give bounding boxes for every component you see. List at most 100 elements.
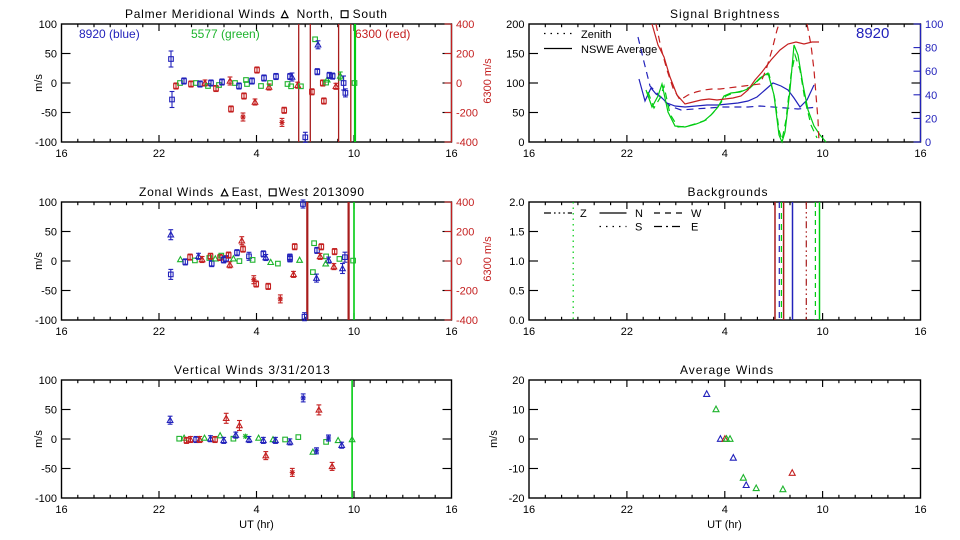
svg-text:-400: -400	[456, 315, 478, 327]
svg-text:UT (hr): UT (hr)	[239, 519, 274, 531]
svg-text:22: 22	[153, 504, 165, 516]
svg-text:NSWE Average: NSWE Average	[581, 44, 657, 56]
svg-text:200: 200	[456, 227, 474, 239]
svg-text:40: 40	[925, 90, 937, 102]
svg-text:6300 m/s: 6300 m/s	[482, 58, 494, 104]
svg-text:10: 10	[348, 504, 360, 516]
svg-text:200: 200	[506, 19, 524, 31]
svg-text:6300 (red): 6300 (red)	[355, 27, 410, 41]
svg-text:0: 0	[51, 256, 57, 268]
svg-text:22: 22	[621, 504, 633, 516]
svg-text:100: 100	[506, 78, 524, 90]
svg-text:Vertical Winds 3/31/2013: Vertical Winds 3/31/2013	[174, 363, 331, 377]
svg-text:-50: -50	[41, 108, 57, 120]
svg-text:4: 4	[722, 326, 728, 338]
svg-text:4: 4	[253, 504, 259, 516]
svg-text:60: 60	[925, 66, 937, 78]
svg-text:1.5: 1.5	[509, 227, 524, 239]
svg-text:22: 22	[153, 148, 165, 160]
svg-text:50: 50	[45, 49, 57, 61]
svg-text:-10: -10	[509, 464, 525, 476]
svg-text:22: 22	[621, 148, 633, 160]
svg-text:E: E	[691, 222, 698, 234]
svg-text:1.0: 1.0	[509, 256, 524, 268]
svg-text:m/s: m/s	[33, 74, 45, 92]
svg-text:10: 10	[512, 405, 524, 417]
svg-text:0: 0	[51, 434, 57, 446]
svg-text:6300 m/s: 6300 m/s	[482, 236, 494, 282]
svg-text:-200: -200	[456, 286, 478, 298]
svg-text:-200: -200	[456, 108, 478, 120]
svg-text:16: 16	[914, 148, 926, 160]
svg-text:10: 10	[348, 148, 360, 160]
svg-text:10: 10	[816, 504, 828, 516]
svg-text:Signal Brightness: Signal Brightness	[670, 7, 780, 21]
svg-text:0: 0	[518, 137, 524, 149]
svg-text:South: South	[353, 7, 388, 21]
svg-text:W: W	[691, 208, 702, 220]
svg-text:16: 16	[914, 504, 926, 516]
svg-text:0: 0	[456, 256, 462, 268]
svg-text:8920: 8920	[856, 25, 889, 42]
svg-text:-400: -400	[456, 137, 478, 149]
svg-text:10: 10	[816, 148, 828, 160]
svg-text:100: 100	[39, 19, 57, 31]
svg-text:-20: -20	[509, 493, 525, 505]
svg-text:Palmer Meridional Winds: Palmer Meridional Winds	[125, 7, 276, 21]
svg-text:Average Winds: Average Winds	[680, 363, 774, 377]
svg-text:50: 50	[45, 227, 57, 239]
svg-text:East,: East,	[232, 185, 263, 199]
svg-text:Zenith: Zenith	[581, 29, 612, 41]
svg-text:-50: -50	[41, 286, 57, 298]
svg-text:22: 22	[153, 326, 165, 338]
svg-text:16: 16	[523, 326, 535, 338]
svg-text:100: 100	[39, 197, 57, 209]
svg-text:0: 0	[518, 434, 524, 446]
svg-text:4: 4	[722, 148, 728, 160]
svg-text:16: 16	[445, 326, 457, 338]
svg-text:8920 (blue): 8920 (blue)	[79, 27, 140, 41]
svg-text:22: 22	[621, 326, 633, 338]
svg-text:-50: -50	[41, 464, 57, 476]
svg-text:N: N	[635, 208, 643, 220]
svg-text:Backgrounds: Backgrounds	[688, 185, 769, 199]
svg-text:16: 16	[445, 148, 457, 160]
svg-text:5577 (green): 5577 (green)	[191, 27, 260, 41]
svg-text:16: 16	[55, 148, 67, 160]
svg-text:10: 10	[348, 326, 360, 338]
svg-text:UT (hr): UT (hr)	[707, 519, 742, 531]
svg-text:m/s: m/s	[33, 430, 45, 448]
svg-text:50: 50	[45, 405, 57, 417]
svg-text:-100: -100	[35, 315, 57, 327]
svg-text:16: 16	[445, 504, 457, 516]
svg-text:m/s: m/s	[488, 430, 500, 448]
svg-text:4: 4	[253, 326, 259, 338]
svg-text:16: 16	[523, 148, 535, 160]
svg-text:16: 16	[55, 326, 67, 338]
svg-text:200: 200	[456, 49, 474, 61]
svg-text:-100: -100	[35, 493, 57, 505]
svg-text:0: 0	[456, 78, 462, 90]
svg-text:2.0: 2.0	[509, 197, 524, 209]
svg-text:10: 10	[816, 326, 828, 338]
svg-text:4: 4	[722, 504, 728, 516]
svg-text:20: 20	[512, 375, 524, 387]
svg-text:100: 100	[925, 19, 943, 31]
svg-text:Z: Z	[580, 208, 587, 220]
svg-text:80: 80	[925, 43, 937, 55]
svg-text:0: 0	[51, 78, 57, 90]
svg-text:0: 0	[925, 137, 931, 149]
svg-text:50: 50	[512, 108, 524, 120]
svg-text:400: 400	[456, 19, 474, 31]
svg-text:16: 16	[523, 504, 535, 516]
svg-text:4: 4	[253, 148, 259, 160]
svg-text:-100: -100	[35, 137, 57, 149]
svg-text:16: 16	[55, 504, 67, 516]
svg-text:0.0: 0.0	[509, 315, 524, 327]
svg-text:400: 400	[456, 197, 474, 209]
svg-text:20: 20	[925, 113, 937, 125]
svg-text:16: 16	[914, 326, 926, 338]
svg-text:150: 150	[506, 49, 524, 61]
svg-text:100: 100	[39, 375, 57, 387]
svg-text:North,: North,	[297, 7, 334, 21]
